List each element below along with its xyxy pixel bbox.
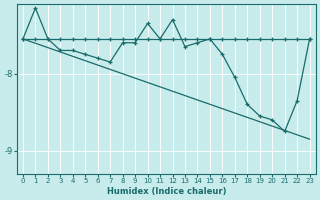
X-axis label: Humidex (Indice chaleur): Humidex (Indice chaleur) [107,187,226,196]
